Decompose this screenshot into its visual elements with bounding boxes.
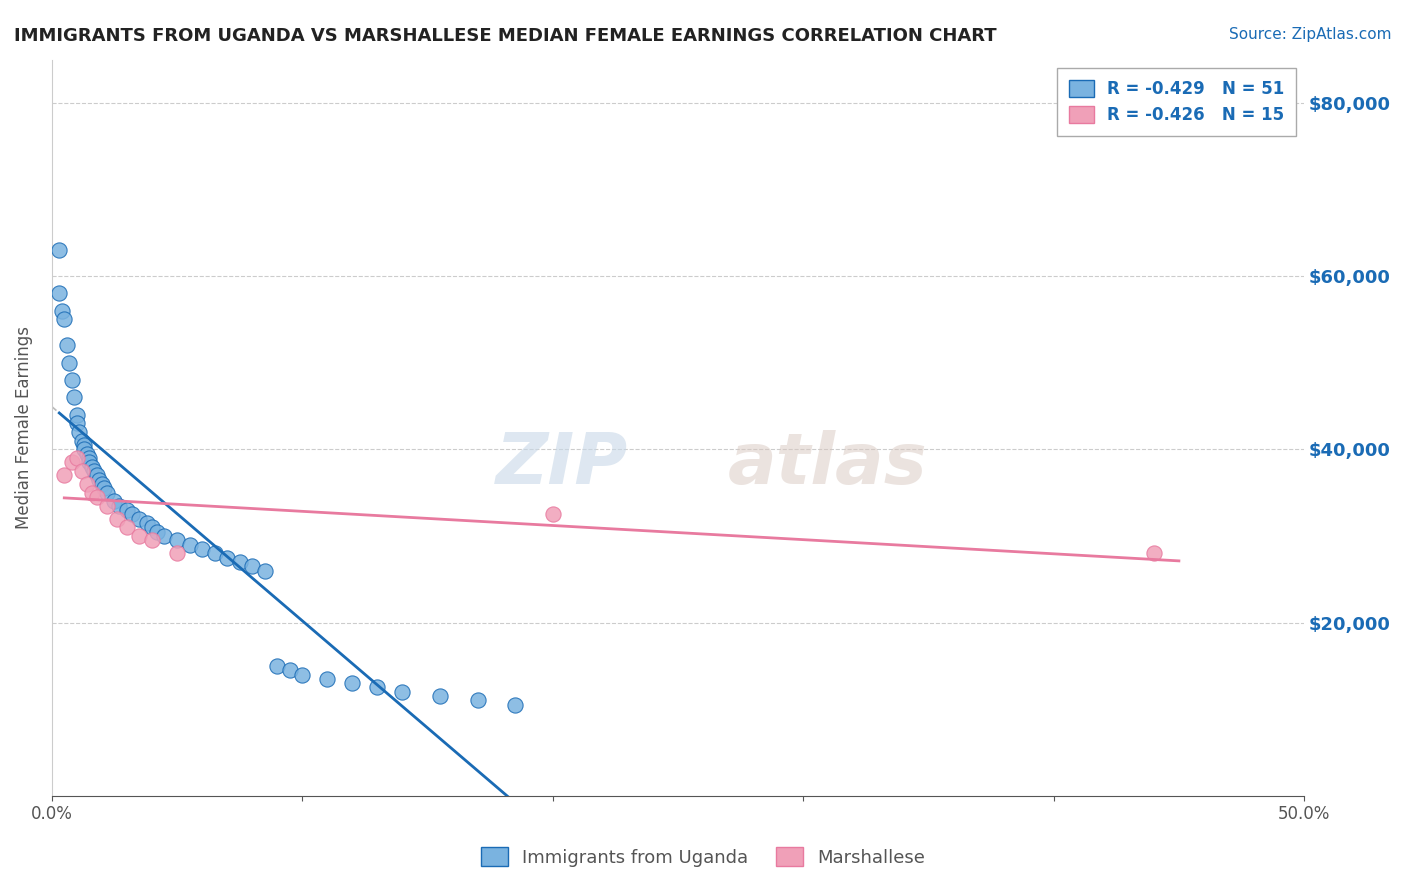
Point: [86, 468, 108, 483]
Point: [70, 464, 93, 478]
Point: [179, 538, 201, 552]
Point: [58, 356, 80, 370]
Point: [146, 524, 169, 539]
Point: [153, 529, 176, 543]
Point: [391, 685, 413, 699]
Point: [76, 447, 98, 461]
Point: [79, 455, 101, 469]
Point: [66, 450, 89, 465]
Text: Source: ZipAtlas.com: Source: ZipAtlas.com: [1229, 27, 1392, 42]
Point: [128, 511, 150, 525]
Point: [89, 473, 111, 487]
Point: [73, 438, 96, 452]
Point: [128, 529, 150, 543]
Point: [80, 459, 103, 474]
Point: [366, 681, 388, 695]
Point: [70, 434, 93, 448]
Point: [83, 464, 105, 478]
Point: [51, 303, 73, 318]
Point: [93, 481, 115, 495]
Point: [1143, 546, 1166, 560]
Point: [66, 408, 89, 422]
Point: [66, 417, 89, 431]
Point: [79, 450, 101, 465]
Point: [253, 564, 276, 578]
Point: [121, 508, 143, 522]
Point: [141, 533, 163, 548]
Point: [76, 477, 98, 491]
Legend: R = -0.429   N = 51, R = -0.426   N = 15: R = -0.429 N = 51, R = -0.426 N = 15: [1057, 68, 1296, 136]
Point: [48, 243, 70, 257]
Point: [141, 520, 163, 534]
Point: [166, 546, 188, 560]
Point: [86, 490, 108, 504]
Point: [90, 477, 112, 491]
Text: atlas: atlas: [728, 430, 928, 499]
Point: [228, 555, 250, 569]
Point: [60, 455, 83, 469]
Point: [115, 520, 138, 534]
Point: [316, 672, 339, 686]
Point: [166, 533, 188, 548]
Point: [80, 485, 103, 500]
Point: [278, 663, 301, 677]
Point: [53, 468, 76, 483]
Point: [108, 499, 131, 513]
Legend: Immigrants from Uganda, Marshallese: Immigrants from Uganda, Marshallese: [474, 840, 932, 874]
Point: [240, 559, 263, 574]
Point: [96, 485, 118, 500]
Point: [96, 499, 118, 513]
Point: [115, 503, 138, 517]
Point: [136, 516, 159, 530]
Point: [105, 511, 128, 525]
Text: ZIP: ZIP: [495, 430, 628, 499]
Point: [53, 312, 76, 326]
Point: [55, 338, 77, 352]
Point: [67, 425, 90, 439]
Text: IMMIGRANTS FROM UGANDA VS MARSHALLESE MEDIAN FEMALE EARNINGS CORRELATION CHART: IMMIGRANTS FROM UGANDA VS MARSHALLESE ME…: [14, 27, 997, 45]
Point: [103, 494, 125, 508]
Point: [429, 689, 451, 703]
Point: [63, 390, 86, 404]
Point: [191, 541, 214, 556]
Point: [342, 676, 364, 690]
Point: [541, 508, 564, 522]
Point: [60, 373, 83, 387]
Point: [291, 667, 314, 681]
Y-axis label: Median Female Earnings: Median Female Earnings: [15, 326, 32, 529]
Point: [217, 550, 239, 565]
Point: [503, 698, 526, 712]
Point: [48, 286, 70, 301]
Point: [204, 546, 226, 560]
Point: [266, 658, 288, 673]
Point: [467, 693, 489, 707]
Point: [73, 442, 96, 457]
